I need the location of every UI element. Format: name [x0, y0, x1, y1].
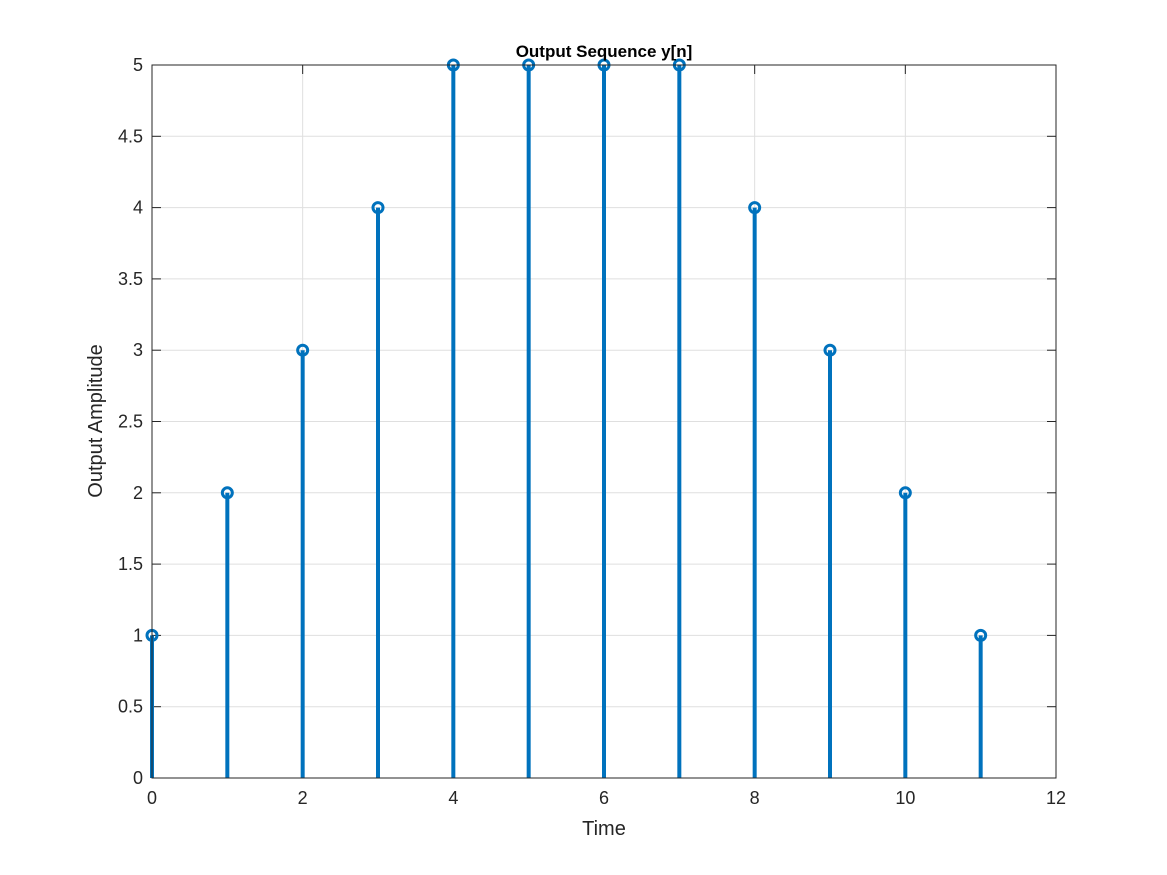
- y-tick-label: 4.5: [118, 126, 143, 146]
- x-tick-label: 8: [750, 788, 760, 808]
- stem-marker: [974, 628, 988, 642]
- stem-marker: [296, 343, 310, 357]
- y-axis-label: Output Amplitude: [85, 344, 107, 497]
- x-tick-label: 10: [895, 788, 915, 808]
- stem-marker: [898, 486, 912, 500]
- x-axis-label: Time: [582, 818, 626, 840]
- x-tick-label: 12: [1046, 788, 1066, 808]
- y-tick-label: 3.5: [118, 269, 143, 289]
- y-tick-label: 4: [133, 198, 143, 218]
- y-tick-label: 1.5: [118, 554, 143, 574]
- axes-box: [151, 64, 1057, 779]
- y-tick-label: 2: [133, 483, 143, 503]
- stem-marker: [748, 201, 762, 215]
- x-tick-label: 2: [298, 788, 308, 808]
- stem-marker: [220, 486, 234, 500]
- chart-title: Output Sequence y[n]: [516, 42, 693, 61]
- y-tick-label: 0.5: [118, 697, 143, 717]
- stem-marker: [371, 201, 385, 215]
- y-tick-label: 2.5: [118, 412, 143, 432]
- y-tick-label: 0: [133, 768, 143, 788]
- stem-marker: [823, 343, 837, 357]
- y-tick-label: 5: [133, 55, 143, 75]
- y-tick-label: 1: [133, 625, 143, 645]
- x-tick-label: 0: [147, 788, 157, 808]
- x-tick-label: 6: [599, 788, 609, 808]
- x-tick-label: 4: [448, 788, 458, 808]
- y-tick-label: 3: [133, 340, 143, 360]
